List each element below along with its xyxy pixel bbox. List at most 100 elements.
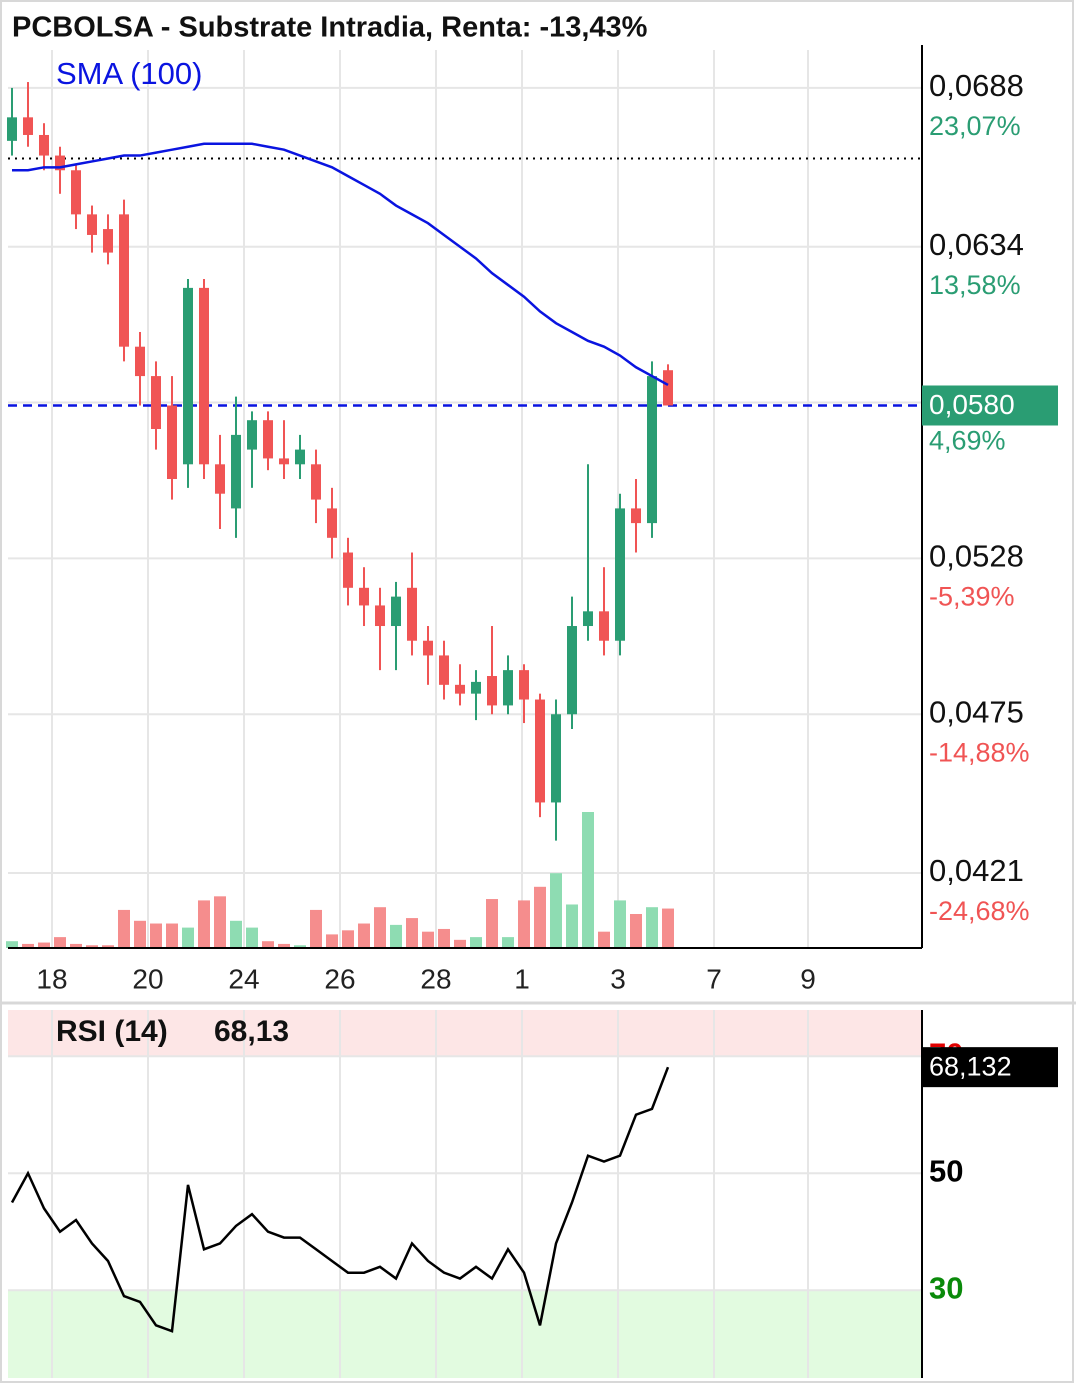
candle-body bbox=[615, 508, 625, 641]
x-tick-label: 20 bbox=[132, 963, 163, 994]
candle-body bbox=[663, 370, 673, 406]
candle-body bbox=[487, 676, 497, 706]
volume-bar bbox=[182, 927, 194, 948]
last-price-tag bbox=[922, 385, 1058, 426]
candle-body bbox=[55, 155, 65, 171]
title-background bbox=[4, 6, 920, 50]
candle-body bbox=[231, 434, 241, 509]
volume-bar bbox=[534, 886, 546, 948]
candle-body bbox=[567, 626, 577, 715]
volume-bar bbox=[502, 937, 514, 948]
candle-body bbox=[583, 611, 593, 627]
volume-bar bbox=[662, 908, 674, 948]
volume-bar bbox=[390, 924, 402, 948]
volume-bar bbox=[646, 907, 658, 948]
y-tick-change: 13,58% bbox=[929, 270, 1021, 300]
sma-line bbox=[12, 142, 669, 387]
candle-body bbox=[263, 420, 273, 459]
x-tick-label: 28 bbox=[420, 963, 451, 994]
volume-bar bbox=[598, 931, 610, 948]
volume-bar bbox=[134, 920, 146, 948]
candle-body bbox=[151, 376, 161, 430]
candle-body bbox=[519, 670, 529, 700]
candle-body bbox=[215, 464, 225, 494]
y-tick-change: 23,07% bbox=[929, 111, 1021, 141]
volume-bar bbox=[278, 943, 290, 948]
volume-bar bbox=[486, 899, 498, 948]
y-tick-label: 0,0634 bbox=[929, 227, 1024, 262]
candle-body bbox=[343, 552, 353, 588]
rsi-tick-label: 50 bbox=[929, 1153, 963, 1188]
volume-bar bbox=[118, 909, 130, 948]
volume-bar bbox=[406, 918, 418, 948]
candle-body bbox=[647, 376, 657, 524]
candle-body bbox=[423, 640, 433, 656]
volume-bar bbox=[438, 928, 450, 948]
overbought-zone bbox=[8, 1010, 922, 1057]
volume-bar bbox=[614, 900, 626, 948]
candle-body bbox=[311, 464, 321, 500]
candle-body bbox=[71, 170, 81, 215]
volume-bar bbox=[310, 909, 322, 948]
volume-bar bbox=[470, 937, 482, 948]
y-tick-change: -14,88% bbox=[929, 737, 1030, 767]
candle-body bbox=[135, 346, 145, 377]
candle-body bbox=[39, 134, 49, 156]
volume-bar bbox=[198, 900, 210, 948]
volume-bar bbox=[630, 914, 642, 948]
volume-bar bbox=[422, 931, 434, 948]
volume-bar bbox=[38, 942, 50, 948]
candle-body bbox=[23, 117, 33, 135]
rsi-last-tag bbox=[922, 1047, 1058, 1088]
volume-bar bbox=[262, 941, 274, 948]
y-tick-label: 0,0688 bbox=[929, 68, 1024, 103]
candle-body bbox=[167, 405, 177, 480]
x-tick-label: 1 bbox=[514, 963, 530, 994]
chart-title: PCBOLSA - Substrate Intradia, Renta: -13… bbox=[12, 12, 648, 44]
volume-bar bbox=[374, 907, 386, 948]
candle-body bbox=[183, 287, 193, 465]
volume-bar bbox=[102, 945, 114, 948]
x-tick-label: 9 bbox=[800, 963, 816, 994]
sma-legend: SMA (100) bbox=[56, 56, 202, 91]
volume-bar bbox=[326, 934, 338, 948]
volume-bar bbox=[550, 873, 562, 948]
candle-body bbox=[455, 684, 465, 694]
volume-bar bbox=[86, 945, 98, 948]
candle-body bbox=[199, 287, 209, 465]
x-tick-label: 3 bbox=[610, 963, 626, 994]
candle-body bbox=[535, 699, 545, 803]
volume-bar bbox=[22, 943, 34, 948]
x-tick-label: 7 bbox=[706, 963, 722, 994]
candle-body bbox=[375, 605, 385, 627]
candle-body bbox=[599, 611, 609, 641]
rsi-tick-label: 30 bbox=[929, 1270, 963, 1305]
candle-body bbox=[391, 596, 401, 627]
volume-bar bbox=[294, 945, 306, 948]
candle-body bbox=[327, 508, 337, 538]
rsi-line bbox=[10, 1066, 670, 1333]
volume-bar bbox=[150, 923, 162, 948]
candle-body bbox=[119, 214, 129, 347]
rsi-legend: RSI (14) bbox=[56, 1015, 168, 1048]
candle-body bbox=[439, 655, 449, 685]
volume-bar bbox=[246, 927, 258, 948]
candle-body bbox=[295, 449, 305, 465]
volume-bar bbox=[230, 920, 242, 948]
volume-bar bbox=[6, 941, 18, 948]
volume-bar bbox=[454, 939, 466, 948]
candle-body bbox=[279, 458, 289, 465]
y-tick-change: -5,39% bbox=[929, 582, 1015, 612]
y-tick-change: 4,69% bbox=[929, 426, 1006, 456]
rsi-last-label: 68,132 bbox=[929, 1051, 1012, 1081]
candle-body bbox=[471, 681, 481, 694]
x-tick-label: 24 bbox=[228, 963, 259, 994]
y-tick-label: 0,0475 bbox=[929, 694, 1024, 729]
volume-bar bbox=[518, 900, 530, 948]
candle-body bbox=[551, 714, 561, 803]
oversold-zone bbox=[8, 1290, 922, 1378]
y-tick-label: 0,0421 bbox=[929, 853, 1024, 888]
volume-bar bbox=[54, 937, 66, 948]
